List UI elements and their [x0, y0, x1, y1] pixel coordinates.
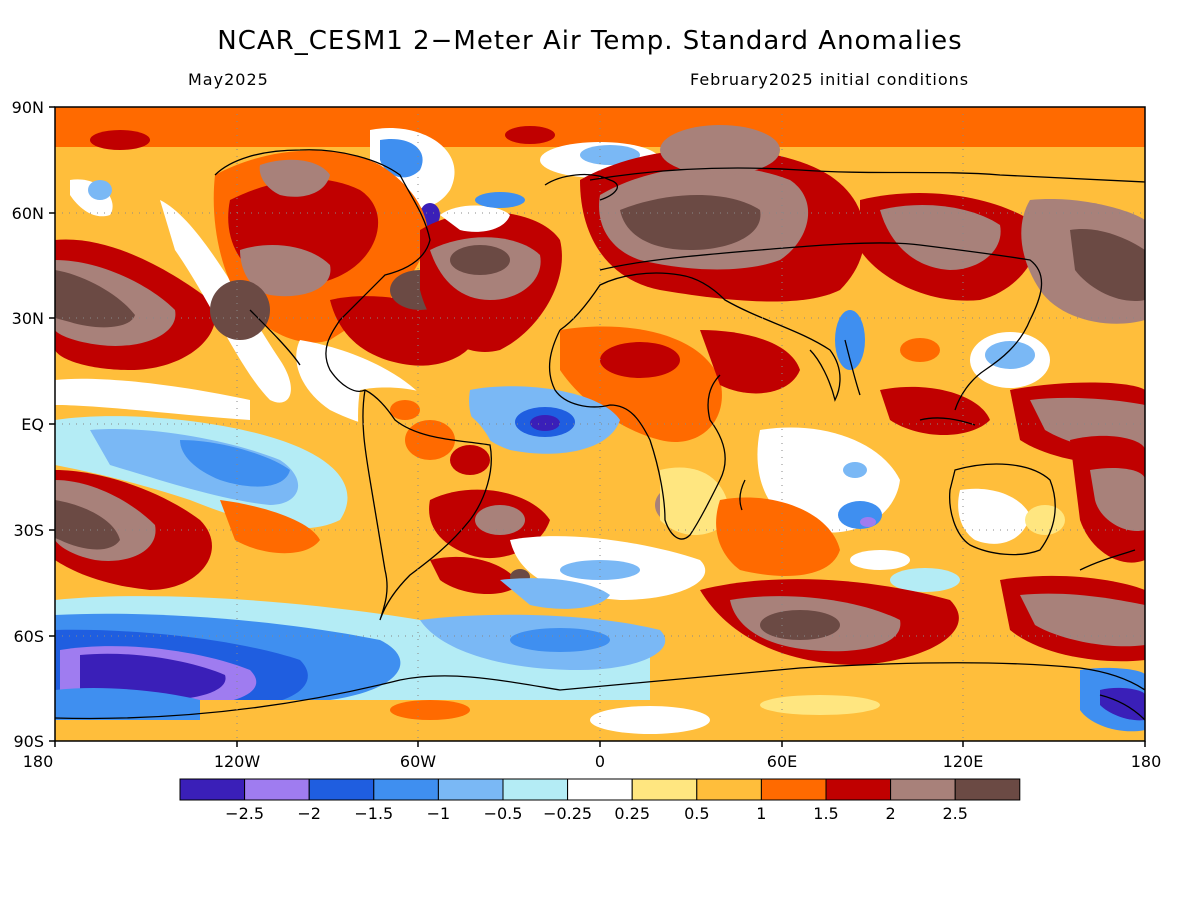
lon-label: 180 — [1131, 752, 1162, 771]
lat-label: 30N — [12, 309, 44, 328]
legend-swatch — [373, 778, 439, 801]
lon-label: 60E — [767, 752, 797, 771]
legend-swatch — [825, 778, 892, 801]
graticule — [55, 107, 1145, 741]
legend-swatch — [631, 778, 698, 801]
lat-label: EQ — [21, 415, 44, 434]
legend-swatch — [696, 778, 762, 801]
lat-label: 90N — [12, 98, 44, 117]
legend-label: 1.5 — [813, 804, 838, 823]
legend-label: 2 — [886, 804, 896, 823]
longitude-labels: 180 120W 60W 0 60E 120E 180 — [23, 752, 1162, 771]
legend-swatch — [437, 778, 504, 801]
legend-label: −2 — [297, 804, 321, 823]
legend-swatch — [244, 778, 310, 801]
legend-swatch — [308, 778, 375, 801]
lat-label: 60N — [12, 204, 44, 223]
initial-conditions-label: February2025 initial conditions — [690, 70, 970, 89]
legend-swatch — [502, 778, 569, 801]
legend-label: −1 — [427, 804, 451, 823]
legend-label: −0.25 — [543, 804, 592, 823]
valid-month-label: May2025 — [188, 70, 269, 89]
lat-label: 60S — [13, 627, 44, 646]
legend-label: 2.5 — [942, 804, 967, 823]
legend-swatch — [760, 778, 827, 801]
coastlines — [55, 149, 1145, 721]
lon-label: 180 — [23, 752, 54, 771]
legend-label: 1 — [756, 804, 766, 823]
legend-label: −1.5 — [354, 804, 393, 823]
lon-label: 0 — [595, 752, 605, 771]
map-title: NCAR_CESM1 2−Meter Air Temp. Standard An… — [217, 26, 963, 56]
lat-label: 90S — [13, 732, 44, 751]
legend-label: 0.25 — [614, 804, 650, 823]
anomaly-field — [55, 107, 1145, 741]
legend-swatch — [567, 778, 633, 801]
latitude-labels: 90N 60N 30N EQ 30S 60S 90S — [12, 98, 44, 751]
lon-label: 120W — [214, 752, 261, 771]
lat-label: 30S — [13, 521, 44, 540]
lon-label: 120E — [943, 752, 984, 771]
legend-label: −0.5 — [484, 804, 523, 823]
legend-swatch — [179, 778, 246, 801]
legend-swatch — [954, 778, 1021, 801]
legend-label: 0.5 — [684, 804, 709, 823]
legend-label: −2.5 — [225, 804, 264, 823]
color-legend: −2.5 −2 −1.5 −1 −0.5 −0.25 0.25 0.5 1 1.5 2 2.5 — [179, 778, 1021, 823]
legend-swatch — [890, 778, 956, 801]
lon-label: 60W — [400, 752, 436, 771]
